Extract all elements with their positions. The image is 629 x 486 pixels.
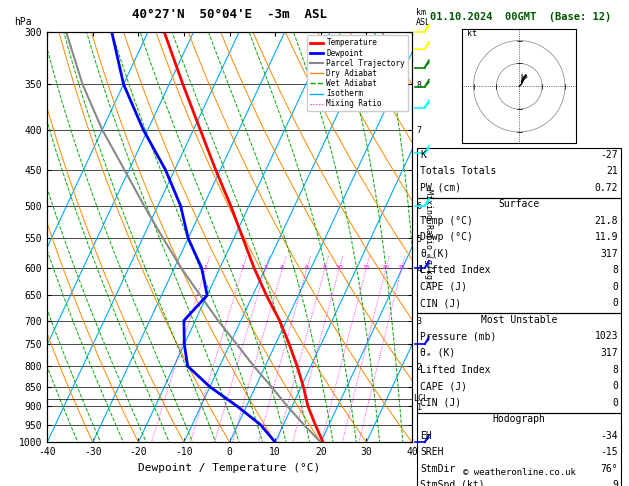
Text: 1023: 1023 [595,331,618,342]
Text: 9: 9 [613,480,618,486]
Text: Lifted Index: Lifted Index [420,265,491,276]
Text: km
ASL: km ASL [416,8,431,28]
Text: StmDir: StmDir [420,464,455,474]
Text: θₑ(K): θₑ(K) [420,249,450,259]
Text: 25: 25 [398,265,405,270]
Text: 0: 0 [613,381,618,391]
Text: SREH: SREH [420,447,443,457]
Text: Lifted Index: Lifted Index [420,364,491,375]
Text: -27: -27 [601,150,618,160]
Text: Dewp (°C): Dewp (°C) [420,232,473,243]
Y-axis label: Mixing Ratio (g/kg): Mixing Ratio (g/kg) [424,190,433,284]
Text: 15: 15 [362,265,370,270]
Text: -15: -15 [601,447,618,457]
Text: 10: 10 [335,265,343,270]
Text: CIN (J): CIN (J) [420,398,461,408]
Text: 20: 20 [382,265,389,270]
Text: PW (cm): PW (cm) [420,183,461,193]
Text: CAPE (J): CAPE (J) [420,381,467,391]
Text: 0.72: 0.72 [595,183,618,193]
Text: CAPE (J): CAPE (J) [420,282,467,292]
Text: Surface: Surface [499,199,540,209]
Text: 2: 2 [240,265,244,270]
Text: StmSpd (kt): StmSpd (kt) [420,480,485,486]
Text: 11.9: 11.9 [595,232,618,243]
Text: 0: 0 [613,282,618,292]
Text: kt: kt [467,29,477,38]
Text: Temp (°C): Temp (°C) [420,216,473,226]
Text: 21.8: 21.8 [595,216,618,226]
Text: hPa: hPa [14,17,32,28]
X-axis label: Dewpoint / Temperature (°C): Dewpoint / Temperature (°C) [138,463,321,473]
Text: 317: 317 [601,348,618,358]
Text: 40°27'N  50°04'E  -3m  ASL: 40°27'N 50°04'E -3m ASL [132,8,327,21]
Text: θₑ (K): θₑ (K) [420,348,455,358]
Text: LCL: LCL [413,394,428,403]
Text: K: K [420,150,426,160]
Text: Pressure (mb): Pressure (mb) [420,331,496,342]
Text: 0: 0 [613,398,618,408]
Text: 6: 6 [304,265,308,270]
Text: EH: EH [420,431,432,441]
Text: 8: 8 [323,265,326,270]
Text: 8: 8 [613,364,618,375]
Text: 3: 3 [263,265,267,270]
Text: 21: 21 [606,166,618,176]
Text: 8: 8 [613,265,618,276]
Text: Totals Totals: Totals Totals [420,166,496,176]
Text: Most Unstable: Most Unstable [481,315,557,325]
Text: CIN (J): CIN (J) [420,298,461,309]
Text: 76°: 76° [601,464,618,474]
Text: 4: 4 [280,265,284,270]
Text: 01.10.2024  00GMT  (Base: 12): 01.10.2024 00GMT (Base: 12) [430,12,611,22]
Text: -34: -34 [601,431,618,441]
Text: 1: 1 [203,265,207,270]
Legend: Temperature, Dewpoint, Parcel Trajectory, Dry Adiabat, Wet Adiabat, Isotherm, Mi: Temperature, Dewpoint, Parcel Trajectory… [306,35,408,111]
Text: Hodograph: Hodograph [493,414,546,424]
Text: 0: 0 [613,298,618,309]
Text: 317: 317 [601,249,618,259]
Text: © weatheronline.co.uk: © weatheronline.co.uk [463,468,576,477]
